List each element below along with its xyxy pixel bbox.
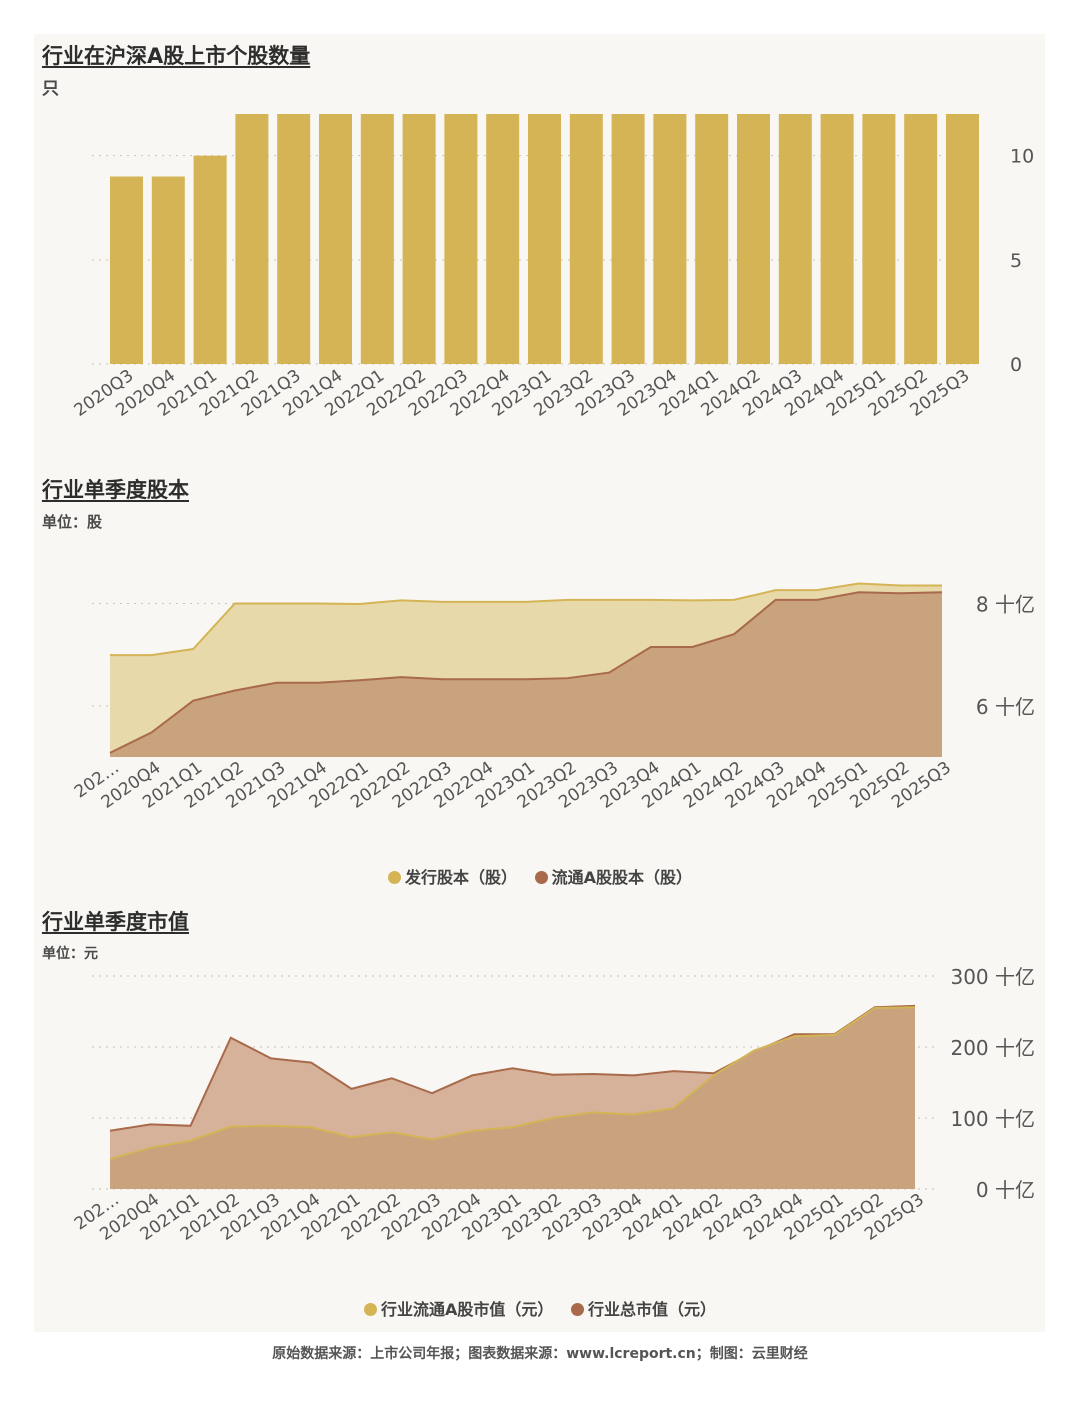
bar [778, 114, 812, 364]
bar [151, 176, 185, 364]
bar [402, 114, 436, 364]
legend-dot-icon [364, 1303, 377, 1316]
legend-dot-icon [388, 871, 401, 884]
bar [862, 114, 896, 364]
y-tick-label: 200 十亿 [950, 1036, 1035, 1060]
bar [193, 155, 227, 364]
legend-item-float-market-value[interactable]: 行业流通A股市值（元） [364, 1296, 553, 1320]
legend-label: 行业总市值（元） [587, 1300, 716, 1319]
y-tick-label: 8 十亿 [976, 592, 1035, 616]
bar [695, 114, 729, 364]
bar [653, 114, 687, 364]
series-line [110, 582, 942, 657]
chart1-title: 行业在沪深A股上市个股数量 [42, 44, 311, 68]
bar [904, 114, 938, 364]
series-line [109, 1006, 916, 1161]
bar [611, 114, 645, 364]
bar [946, 114, 979, 364]
y-tick-label: 5 [1010, 250, 1022, 272]
legend-label: 流通A股股本（股） [551, 868, 692, 887]
share-capital-area-chart: 6 十亿8 十亿202…2020Q42021Q12021Q22021Q32021… [71, 582, 1035, 813]
chart2-unit: 单位：股 [42, 513, 103, 531]
y-tick-label: 0 十亿 [976, 1178, 1035, 1202]
bar [277, 114, 311, 364]
chart3-title: 行业单季度市值 [42, 910, 189, 934]
legend-dot-icon [534, 871, 548, 884]
legend-item-float-shares[interactable]: 流通A股股本（股） [534, 864, 692, 888]
bar [737, 114, 770, 364]
y-tick-label: 10 [1010, 146, 1034, 168]
y-tick-label: 0 [1010, 354, 1022, 376]
bar [528, 114, 561, 364]
legend-dot-icon [570, 1303, 584, 1316]
y-tick-label: 300 十亿 [950, 965, 1035, 989]
series-area [110, 1007, 915, 1189]
bar [110, 176, 143, 364]
y-tick-label: 100 十亿 [950, 1107, 1035, 1131]
stock-count-bar-chart: 05102020Q32020Q42021Q12021Q22021Q32021Q4… [71, 114, 1034, 421]
bar [319, 114, 352, 364]
chart3-unit: 单位：元 [42, 946, 98, 962]
legend-item-total-market-value[interactable]: 行业总市值（元） [570, 1296, 716, 1320]
bar [569, 114, 603, 364]
chart1-unit: 只 [42, 79, 59, 99]
chart2-legend: 发行股本（股） 流通A股股本（股） [0, 864, 1080, 888]
chart3-legend: 行业流通A股市值（元） 行业总市值（元） [0, 1296, 1080, 1320]
y-tick-label: 6 十亿 [976, 695, 1035, 719]
bar [444, 114, 478, 364]
legend-item-issued-shares[interactable]: 发行股本（股） [388, 864, 517, 888]
legend-label: 行业流通A股市值（元） [381, 1300, 554, 1319]
bar [486, 114, 520, 364]
source-footer: 原始数据来源：上市公司年报；图表数据来源：www.lcreport.cn；制图：… [272, 1346, 808, 1362]
bar [360, 114, 394, 364]
chart2-title: 行业单季度股本 [42, 478, 189, 502]
bar [820, 114, 854, 364]
series-line [109, 591, 943, 754]
bar [235, 114, 269, 364]
series-area [110, 592, 942, 757]
legend-label: 发行股本（股） [405, 868, 518, 887]
